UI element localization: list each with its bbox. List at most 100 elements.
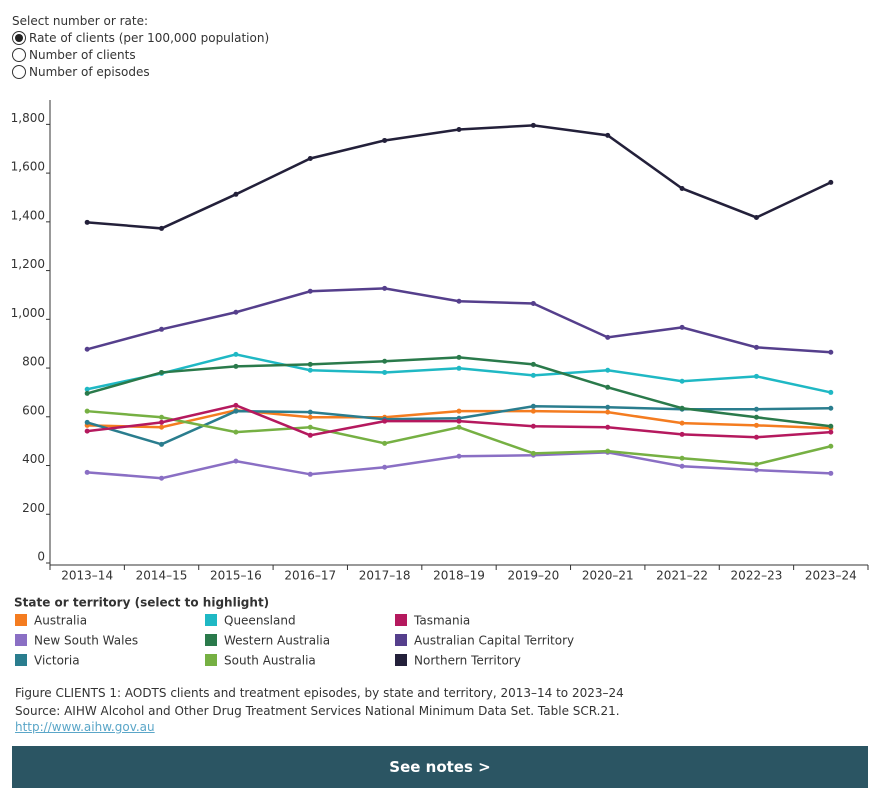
point [307, 288, 313, 294]
y-tick-label: 0 [37, 550, 45, 564]
legend-label[interactable]: Australia [34, 614, 87, 628]
y-tick-label: 200 [22, 501, 45, 515]
point [307, 432, 313, 438]
legend-label[interactable]: Australian Capital Territory [414, 634, 574, 648]
control-label: Select number or rate: [12, 14, 148, 28]
point [382, 464, 388, 470]
point [530, 403, 536, 409]
point [605, 409, 611, 415]
radio-circle [12, 48, 26, 62]
radio-option[interactable]: Rate of clients (per 100,000 population) [12, 31, 269, 45]
point [456, 365, 462, 371]
point [307, 367, 313, 373]
point [753, 422, 759, 428]
point [84, 419, 90, 425]
legend-label[interactable]: Tasmania [413, 614, 470, 628]
legend-swatch[interactable] [15, 654, 27, 666]
legend-label[interactable]: New South Wales [34, 634, 138, 648]
y-tick-label: 600 [22, 403, 45, 417]
point [233, 458, 239, 464]
point [828, 429, 834, 435]
legend-swatch[interactable] [205, 614, 217, 626]
point [233, 351, 239, 357]
legend-label[interactable]: Northern Territory [414, 654, 521, 668]
legend-swatch[interactable] [205, 634, 217, 646]
legend-label[interactable]: Victoria [34, 654, 80, 668]
point [382, 285, 388, 291]
point [530, 423, 536, 429]
chart: State or territory (select to highlight)… [11, 100, 869, 668]
point [382, 369, 388, 375]
point [530, 450, 536, 456]
series-line [87, 124, 832, 230]
point [605, 132, 611, 138]
point [84, 386, 90, 392]
point [530, 372, 536, 378]
point [233, 402, 239, 408]
radio-dot [15, 34, 23, 42]
point [679, 420, 685, 426]
point [605, 367, 611, 373]
point [530, 361, 536, 367]
point [456, 298, 462, 304]
point [828, 389, 834, 395]
point [679, 378, 685, 384]
point [307, 361, 313, 367]
radio-option[interactable]: Number of clients [12, 48, 136, 62]
y-tick-label: 800 [22, 355, 45, 369]
point [828, 470, 834, 476]
radio-circle [12, 31, 26, 45]
x-tick-label: 2014–15 [136, 569, 188, 583]
y-tick-label: 400 [22, 452, 45, 466]
point [530, 300, 536, 306]
point [605, 448, 611, 454]
link[interactable]: http://www.aihw.gov.au [15, 720, 155, 734]
point [159, 419, 165, 425]
point [679, 455, 685, 461]
x-tick-label: 2013–14 [61, 569, 113, 583]
point [233, 363, 239, 369]
point [456, 126, 462, 132]
legend-swatch[interactable] [15, 614, 27, 626]
radio-circle [12, 65, 26, 79]
x-tick-label: 2022–23 [731, 569, 783, 583]
point [679, 463, 685, 469]
legend-label[interactable]: Queensland [224, 614, 296, 628]
point [307, 155, 313, 161]
point [828, 423, 834, 429]
x-tick-label: 2015–16 [210, 569, 262, 583]
point [159, 369, 165, 375]
point [456, 424, 462, 430]
legend-label[interactable]: South Australia [224, 654, 316, 668]
point [84, 346, 90, 352]
legend-swatch[interactable] [395, 654, 407, 666]
point [84, 219, 90, 225]
point [84, 390, 90, 396]
point [84, 469, 90, 475]
legend-swatch[interactable] [205, 654, 217, 666]
point [84, 428, 90, 434]
x-tick-label: 2016–17 [284, 569, 336, 583]
x-tick-label: 2023–24 [805, 569, 857, 583]
legend-swatch[interactable] [395, 614, 407, 626]
point [233, 191, 239, 197]
legend-swatch[interactable] [395, 634, 407, 646]
y-tick-label: 1,800 [11, 111, 45, 125]
point [233, 408, 239, 414]
point [159, 326, 165, 332]
point [159, 424, 165, 430]
y-tick-label: 1,200 [11, 257, 45, 271]
series-line [86, 287, 831, 354]
caption: Figure CLIENTS 1: AODTS clients and trea… [15, 686, 624, 700]
point [307, 414, 313, 420]
legend-swatch[interactable] [15, 634, 27, 646]
point [828, 443, 834, 449]
x-tick-label: 2018–19 [433, 569, 485, 583]
radio-option[interactable]: Number of episodes [12, 65, 150, 79]
point [753, 373, 759, 379]
point [530, 122, 536, 128]
legend-label[interactable]: Western Australia [224, 634, 330, 648]
point [679, 324, 685, 330]
see-notes-button[interactable]: See notes > [12, 746, 868, 788]
point [753, 406, 759, 412]
